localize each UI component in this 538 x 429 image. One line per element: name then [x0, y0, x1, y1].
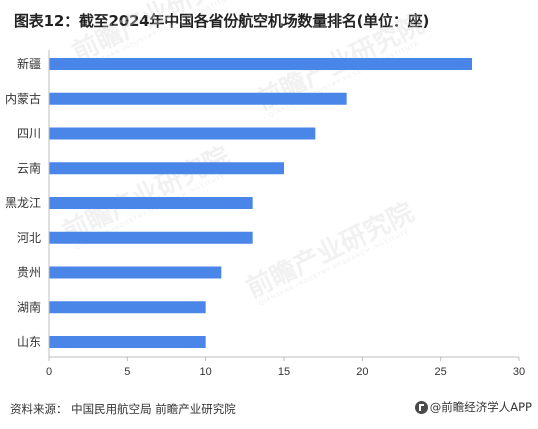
x-tick-label: 5 — [124, 366, 130, 378]
category-label: 贵州 — [17, 266, 41, 280]
category-label: 湖南 — [17, 299, 41, 314]
bar-5 — [49, 231, 253, 244]
x-tick-label: 25 — [435, 366, 447, 378]
x-tick-label: 30 — [513, 366, 525, 378]
bar-7 — [49, 301, 206, 314]
category-label: 黑龙江 — [5, 196, 41, 210]
x-tick-label: 20 — [356, 366, 368, 378]
bars-group — [49, 58, 472, 348]
category-label: 云南 — [17, 160, 41, 175]
watermark-text: 前瞻产业研究院 — [241, 197, 418, 305]
x-tick-label: 0 — [46, 366, 52, 378]
bar-1 — [49, 92, 347, 105]
brand-text: @前瞻经济学人APP — [429, 400, 532, 414]
brand-credit: @前瞻经济学人APP — [414, 399, 532, 415]
bar-2 — [49, 127, 316, 140]
bar-3 — [49, 162, 284, 175]
category-label: 四川 — [17, 127, 41, 141]
watermark-layer: 前瞻产业研究院 QIANZHAN INDUSTRY RESEARCH INSTI… — [57, 0, 428, 307]
bar-8 — [49, 336, 206, 348]
category-label: 山东 — [17, 335, 41, 349]
x-axis: 0 5 10 15 20 25 30 — [46, 50, 525, 378]
source-note: 资料来源： 中国民用航空局 前瞻产业研究院 — [10, 402, 236, 416]
chart-title: 图表12：截至2024年中国各省份航空机场数量排名(单位：座) — [14, 12, 430, 30]
bar-4 — [49, 197, 253, 209]
bar-0 — [49, 58, 472, 70]
bar-6 — [49, 266, 222, 279]
brand-logo-icon — [414, 400, 428, 414]
category-label: 河北 — [17, 231, 41, 245]
x-tick-label: 15 — [278, 366, 290, 378]
x-tick-label: 10 — [200, 366, 212, 378]
category-label: 新疆 — [17, 56, 41, 71]
category-label: 内蒙古 — [5, 91, 41, 106]
